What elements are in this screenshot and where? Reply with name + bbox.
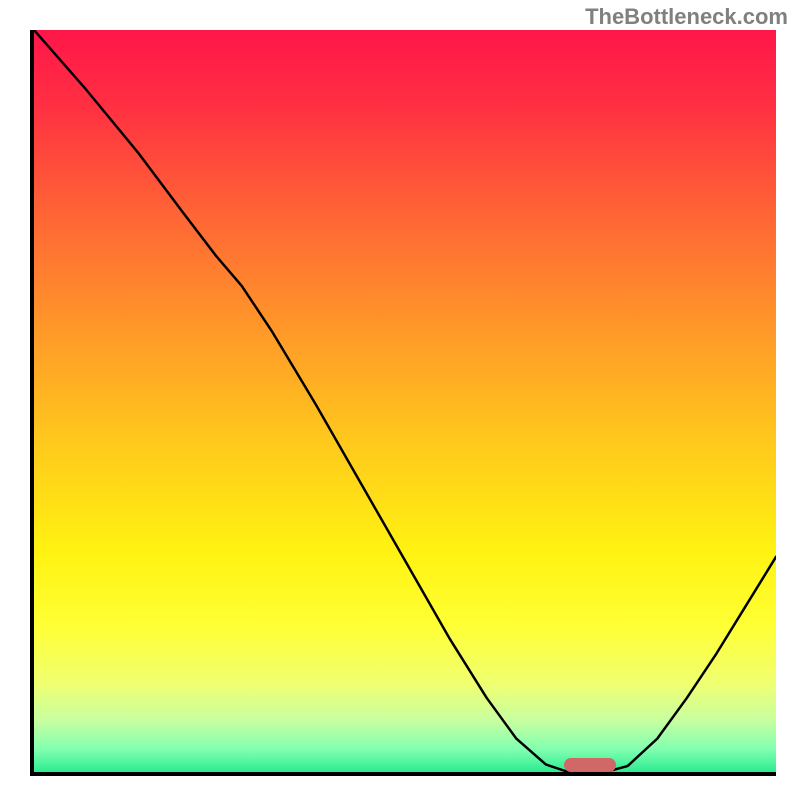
gradient-background [34, 30, 776, 772]
plot-area [30, 30, 776, 776]
watermark-text: TheBottleneck.com [585, 4, 788, 30]
valley-marker [564, 758, 616, 771]
chart-container: TheBottleneck.com [0, 0, 800, 800]
